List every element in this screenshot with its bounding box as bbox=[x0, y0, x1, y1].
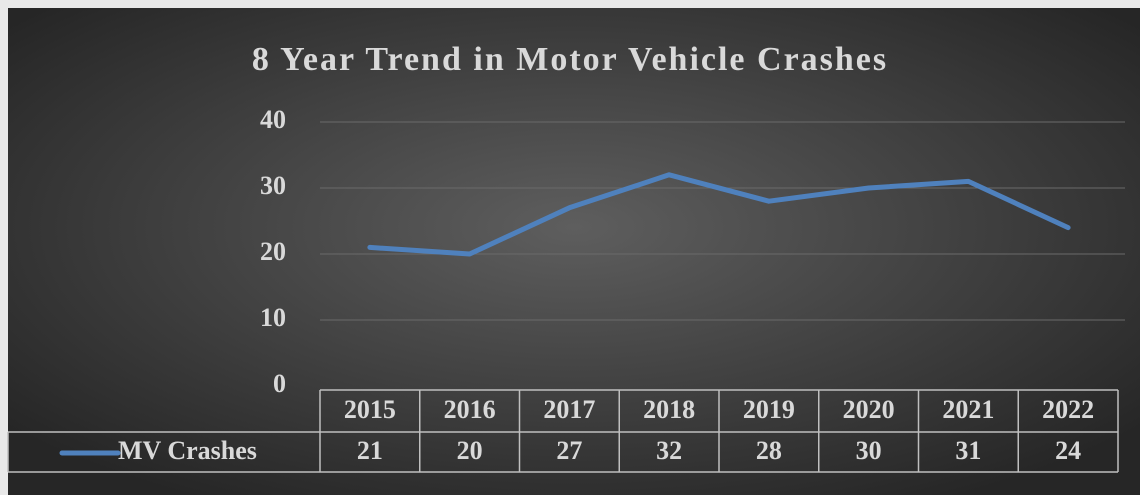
chart-title: 8 Year Trend in Motor Vehicle Crashes bbox=[252, 41, 888, 78]
legend-label: MV Crashes bbox=[118, 436, 257, 465]
y-tick-label: 0 bbox=[273, 369, 286, 398]
table-value: 28 bbox=[756, 436, 782, 465]
y-tick-label: 20 bbox=[260, 237, 286, 266]
chart-background bbox=[8, 8, 1140, 495]
table-value: 31 bbox=[955, 436, 981, 465]
table-value: 30 bbox=[856, 436, 882, 465]
y-tick-label: 30 bbox=[260, 171, 286, 200]
table-value: 32 bbox=[656, 436, 682, 465]
x-tick-label: 2021 bbox=[942, 395, 994, 424]
x-tick-label: 2018 bbox=[643, 395, 695, 424]
x-tick-label: 2019 bbox=[743, 395, 795, 424]
x-tick-label: 2020 bbox=[843, 395, 895, 424]
series-line bbox=[367, 172, 1071, 257]
table-value: 20 bbox=[457, 436, 483, 465]
x-tick-label: 2015 bbox=[344, 395, 396, 424]
x-tick-label: 2017 bbox=[543, 395, 595, 424]
table-value: 24 bbox=[1055, 436, 1081, 465]
x-tick-label: 2022 bbox=[1042, 395, 1094, 424]
table-value: 21 bbox=[357, 436, 383, 465]
table-value: 27 bbox=[556, 436, 582, 465]
y-tick-label: 10 bbox=[260, 303, 286, 332]
x-tick-label: 2016 bbox=[444, 395, 496, 424]
y-tick-label: 40 bbox=[260, 105, 286, 134]
